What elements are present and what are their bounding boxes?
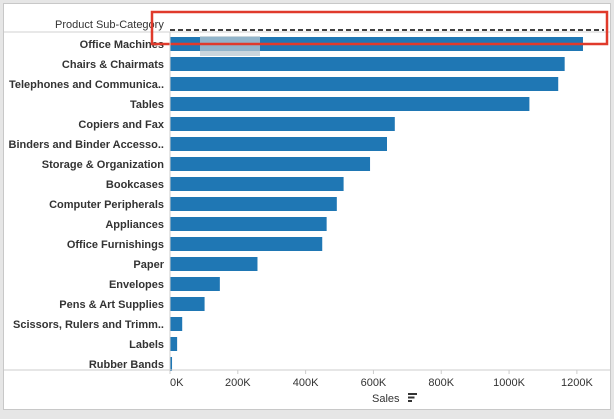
- chart-frame: Office Machines Chairs & Chairmats Telepho…: [3, 3, 611, 410]
- category-label-binders-and-binder-accesso[interactable]: Binders and Binder Accesso..: [9, 139, 164, 151]
- x-tick-label: 1200K: [561, 377, 593, 389]
- category-label-chairs-chairmats[interactable]: Chairs & Chairmats: [62, 59, 164, 71]
- category-label-scissors-rulers-and-trimm[interactable]: Scissors, Rulers and Trimm..: [13, 319, 164, 331]
- bar-copiers-and-fax[interactable]: [170, 117, 395, 131]
- category-label-appliances[interactable]: Appliances: [105, 219, 164, 231]
- category-label-storage-organization[interactable]: Storage & Organization: [42, 159, 165, 171]
- x-tick-label: 600K: [361, 377, 387, 389]
- bar-office-furnishings[interactable]: [170, 237, 323, 251]
- category-label-labels[interactable]: Labels: [129, 339, 164, 351]
- bar-computer-peripherals[interactable]: [170, 197, 337, 211]
- grid-lines: [169, 370, 578, 374]
- x-tick-label: 200K: [225, 377, 251, 389]
- category-label-bookcases[interactable]: Bookcases: [106, 179, 164, 191]
- category-labels: Office Machines Chairs & Chairmats Telepho…: [9, 39, 165, 371]
- category-label-paper[interactable]: Paper: [133, 259, 164, 271]
- category-label-office-machines[interactable]: Office Machines: [80, 39, 164, 51]
- category-label-telephones-and-communica[interactable]: Telephones and Communica..: [9, 79, 164, 91]
- bar-chairs-chairmats[interactable]: [170, 57, 565, 71]
- x-axis-title[interactable]: Sales: [372, 393, 400, 405]
- category-label-computer-peripherals[interactable]: Computer Peripherals: [49, 199, 164, 211]
- sort-descending-icon[interactable]: [408, 393, 417, 402]
- category-label-copiers-and-fax[interactable]: Copiers and Fax: [78, 119, 164, 131]
- category-label-envelopes[interactable]: Envelopes: [109, 279, 164, 291]
- bar-telephones-and-communica[interactable]: [170, 77, 559, 91]
- bar-bookcases[interactable]: [170, 177, 344, 191]
- x-tick-label: 400K: [293, 377, 319, 389]
- x-tick-label: 0K: [170, 377, 184, 389]
- bar-pens-art-supplies[interactable]: [170, 297, 205, 311]
- x-tick-label: 800K: [428, 377, 454, 389]
- bar-binders-and-binder-accesso[interactable]: [170, 137, 387, 151]
- row-header-label[interactable]: Product Sub-Category: [55, 19, 164, 31]
- bar-chart: Office Machines Chairs & Chairmats Telepho…: [4, 10, 610, 405]
- bar-labels[interactable]: [170, 337, 178, 351]
- bar-appliances[interactable]: [170, 217, 327, 231]
- category-label-pens-art-supplies[interactable]: Pens & Art Supplies: [59, 299, 164, 311]
- category-label-tables[interactable]: Tables: [130, 99, 164, 111]
- category-label-office-furnishings[interactable]: Office Furnishings: [67, 239, 164, 251]
- category-label-rubber-bands[interactable]: Rubber Bands: [89, 359, 164, 371]
- bar-rubber-bands[interactable]: [170, 357, 173, 371]
- selection-overlay: [200, 36, 260, 56]
- x-tick-label: 1000K: [493, 377, 525, 389]
- bars: [170, 37, 583, 371]
- highlight-box: [150, 10, 609, 46]
- x-axis: 0K 200K 400K 600K 800K 1000K 1200K: [170, 377, 593, 389]
- bar-envelopes[interactable]: [170, 277, 220, 291]
- bar-paper[interactable]: [170, 257, 258, 271]
- bar-tables[interactable]: [170, 97, 530, 111]
- bar-scissors-rulers-and-trimm[interactable]: [170, 317, 183, 331]
- bar-storage-organization[interactable]: [170, 157, 371, 171]
